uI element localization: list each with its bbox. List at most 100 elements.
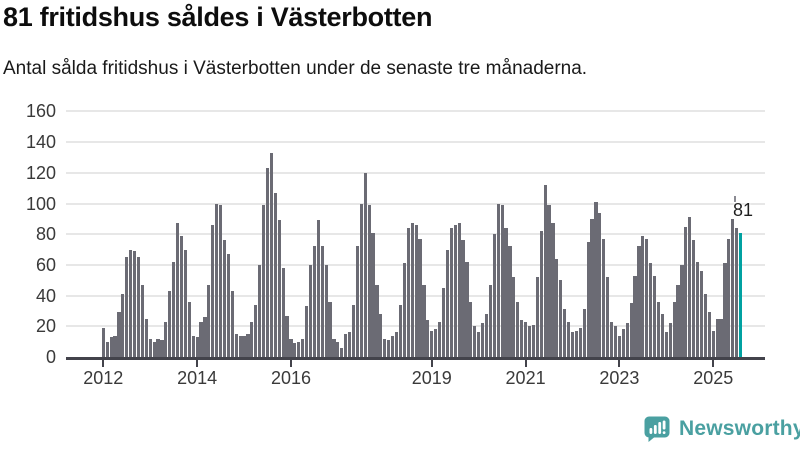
bar [312, 246, 317, 357]
bar [445, 249, 449, 357]
bar [289, 338, 293, 357]
bar [129, 249, 133, 357]
bar [367, 205, 371, 357]
bar [430, 330, 434, 357]
bar [125, 257, 129, 357]
annotation-label: 81 [732, 200, 754, 220]
x-axis-tick-label: 2025 [693, 368, 734, 388]
bar [101, 327, 105, 357]
bar [641, 235, 645, 357]
bar [156, 338, 160, 357]
chart-subtitle: Antal sålda fritidshus i Västerbotten un… [3, 58, 588, 79]
bar [504, 228, 508, 357]
newsworthy-logo-text: Newsworthy [679, 417, 800, 440]
bar [653, 275, 657, 357]
bar [629, 303, 633, 357]
bar [699, 271, 704, 357]
bar [586, 241, 590, 357]
bar [453, 224, 457, 357]
bar [441, 287, 446, 357]
bar [230, 290, 234, 357]
bar [144, 318, 148, 357]
newsworthy-logo-icon [644, 416, 670, 442]
bar [250, 321, 254, 357]
x-axis-tick-label: 2023 [599, 368, 640, 388]
bar [680, 264, 684, 357]
bar [531, 324, 535, 357]
bar [555, 258, 559, 357]
bar [594, 201, 598, 357]
bar [535, 277, 539, 357]
bar [258, 264, 262, 357]
bar [359, 203, 363, 357]
bar [727, 238, 731, 357]
bar [578, 327, 582, 357]
bar [391, 335, 395, 357]
bar [402, 263, 406, 357]
annotation-tick [734, 196, 736, 202]
x-axis-tick [618, 360, 621, 367]
bar [512, 277, 516, 357]
bar [332, 338, 336, 357]
y-axis-tick-label: 100 [25, 193, 56, 214]
y-axis-tick-label: 120 [25, 162, 56, 183]
bar [164, 321, 168, 357]
bar [179, 235, 184, 357]
bar [480, 323, 485, 357]
bar [672, 301, 676, 357]
bar [121, 294, 125, 357]
bar [277, 220, 281, 357]
bar [336, 341, 340, 357]
bar [610, 321, 614, 357]
bar [308, 264, 313, 357]
bar [363, 172, 367, 357]
bar [563, 309, 567, 357]
bar [265, 168, 270, 357]
bar [590, 218, 594, 357]
y-axis-tick-label: 140 [25, 132, 56, 153]
bar [523, 321, 528, 357]
bar [328, 301, 332, 357]
bar [320, 246, 324, 357]
bar [238, 335, 242, 357]
bar [355, 246, 360, 357]
bar [351, 304, 356, 357]
bar [437, 321, 442, 357]
x-axis-tick [102, 360, 105, 367]
bar [676, 284, 680, 357]
bar [449, 228, 453, 357]
bar [207, 284, 211, 357]
y-axis-tick-label: 40 [35, 285, 56, 306]
bar [566, 321, 571, 357]
bar [492, 234, 496, 357]
bar [613, 326, 618, 357]
bar [375, 284, 379, 357]
bar [484, 314, 489, 357]
bar [140, 284, 144, 357]
bar [172, 261, 176, 357]
bar [715, 318, 719, 357]
bar [711, 330, 715, 357]
bar [183, 249, 187, 357]
bar [387, 340, 391, 357]
bar [516, 301, 520, 357]
bar [731, 218, 735, 357]
bar [703, 294, 708, 357]
bar [285, 315, 289, 357]
y-axis-tick-label: 160 [25, 101, 56, 122]
bar [246, 333, 250, 357]
bar [559, 280, 563, 357]
bar [637, 246, 641, 357]
x-axis-tick-label: 2019 [411, 368, 452, 388]
bar [692, 240, 696, 357]
bar [551, 223, 555, 357]
bar [379, 314, 383, 357]
bar [215, 203, 219, 357]
bar [426, 320, 430, 357]
bar [211, 224, 215, 357]
bar [488, 284, 492, 357]
bar [132, 251, 137, 357]
y-axis-tick-label: 20 [35, 316, 56, 337]
bar [688, 217, 692, 357]
